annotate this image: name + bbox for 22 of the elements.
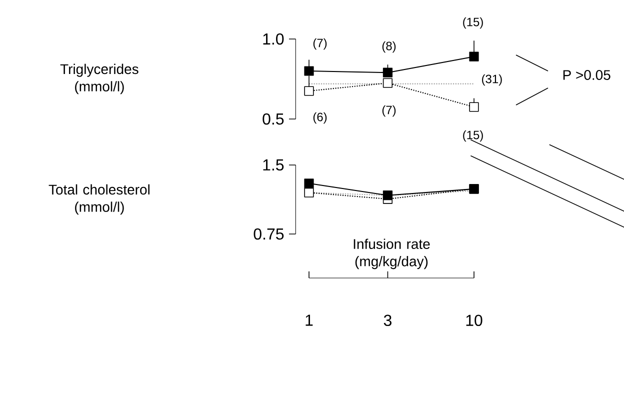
text: (31) (482, 74, 502, 86)
point (469, 52, 479, 62)
annotation: (7) (313, 38, 327, 50)
y-tick-label: 0.5 (262, 113, 284, 125)
point (304, 86, 314, 96)
x-tick-label: 1 (306, 314, 313, 326)
x-tick-label: 3 (384, 314, 392, 326)
text: (15) (463, 17, 483, 29)
x-tick-label: 10 (466, 314, 482, 326)
point (304, 66, 314, 76)
annotation: (7) (382, 105, 396, 117)
y-tick-label: 1.5 (263, 159, 284, 171)
text: P >0.05 (563, 70, 610, 80)
y-axis-title: Total cholesterol (mmol/l) (48, 184, 150, 215)
x-axis-title: Infusion rate (mg/kg/day) (354, 238, 430, 270)
annotation: (6) (313, 112, 327, 124)
annotation: (8) (382, 41, 396, 53)
y-tick-label: 0.75 (254, 228, 284, 240)
point (469, 102, 479, 112)
y-axis-title: Triglycerides (mmol/l) (60, 64, 138, 94)
text: (15) (463, 130, 483, 142)
y-tick-label: 1.0 (263, 33, 284, 45)
